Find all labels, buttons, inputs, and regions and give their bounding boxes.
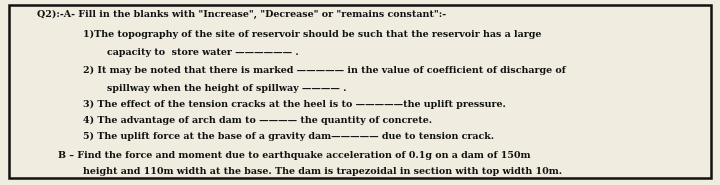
Text: capacity to  store water —————— .: capacity to store water —————— . <box>107 48 298 57</box>
Text: spillway when the height of spillway ———— .: spillway when the height of spillway ———… <box>107 84 346 93</box>
Text: 1)The topography of the site of reservoir should be such that the reservoir has : 1)The topography of the site of reservoi… <box>83 30 541 39</box>
Text: 4) The advantage of arch dam to ———— the quantity of concrete.: 4) The advantage of arch dam to ———— the… <box>83 116 432 125</box>
FancyBboxPatch shape <box>9 5 711 178</box>
Text: 3) The effect of the tension cracks at the heel is to —————the uplift pressure.: 3) The effect of the tension cracks at t… <box>83 100 505 109</box>
Text: 2) It may be noted that there is marked ————— in the value of coefficient of dis: 2) It may be noted that there is marked … <box>83 66 565 75</box>
Text: Q2):-A- Fill in the blanks with "Increase", "Decrease" or "remains constant":-: Q2):-A- Fill in the blanks with "Increas… <box>37 10 446 19</box>
Text: B – Find the force and moment due to earthquake acceleration of 0.1g on a dam of: B – Find the force and moment due to ear… <box>58 151 530 160</box>
Text: height and 110m width at the base. The dam is trapezoidal in section with top wi: height and 110m width at the base. The d… <box>83 167 562 176</box>
Text: 5) The uplift force at the base of a gravity dam————— due to tension crack.: 5) The uplift force at the base of a gra… <box>83 132 494 141</box>
